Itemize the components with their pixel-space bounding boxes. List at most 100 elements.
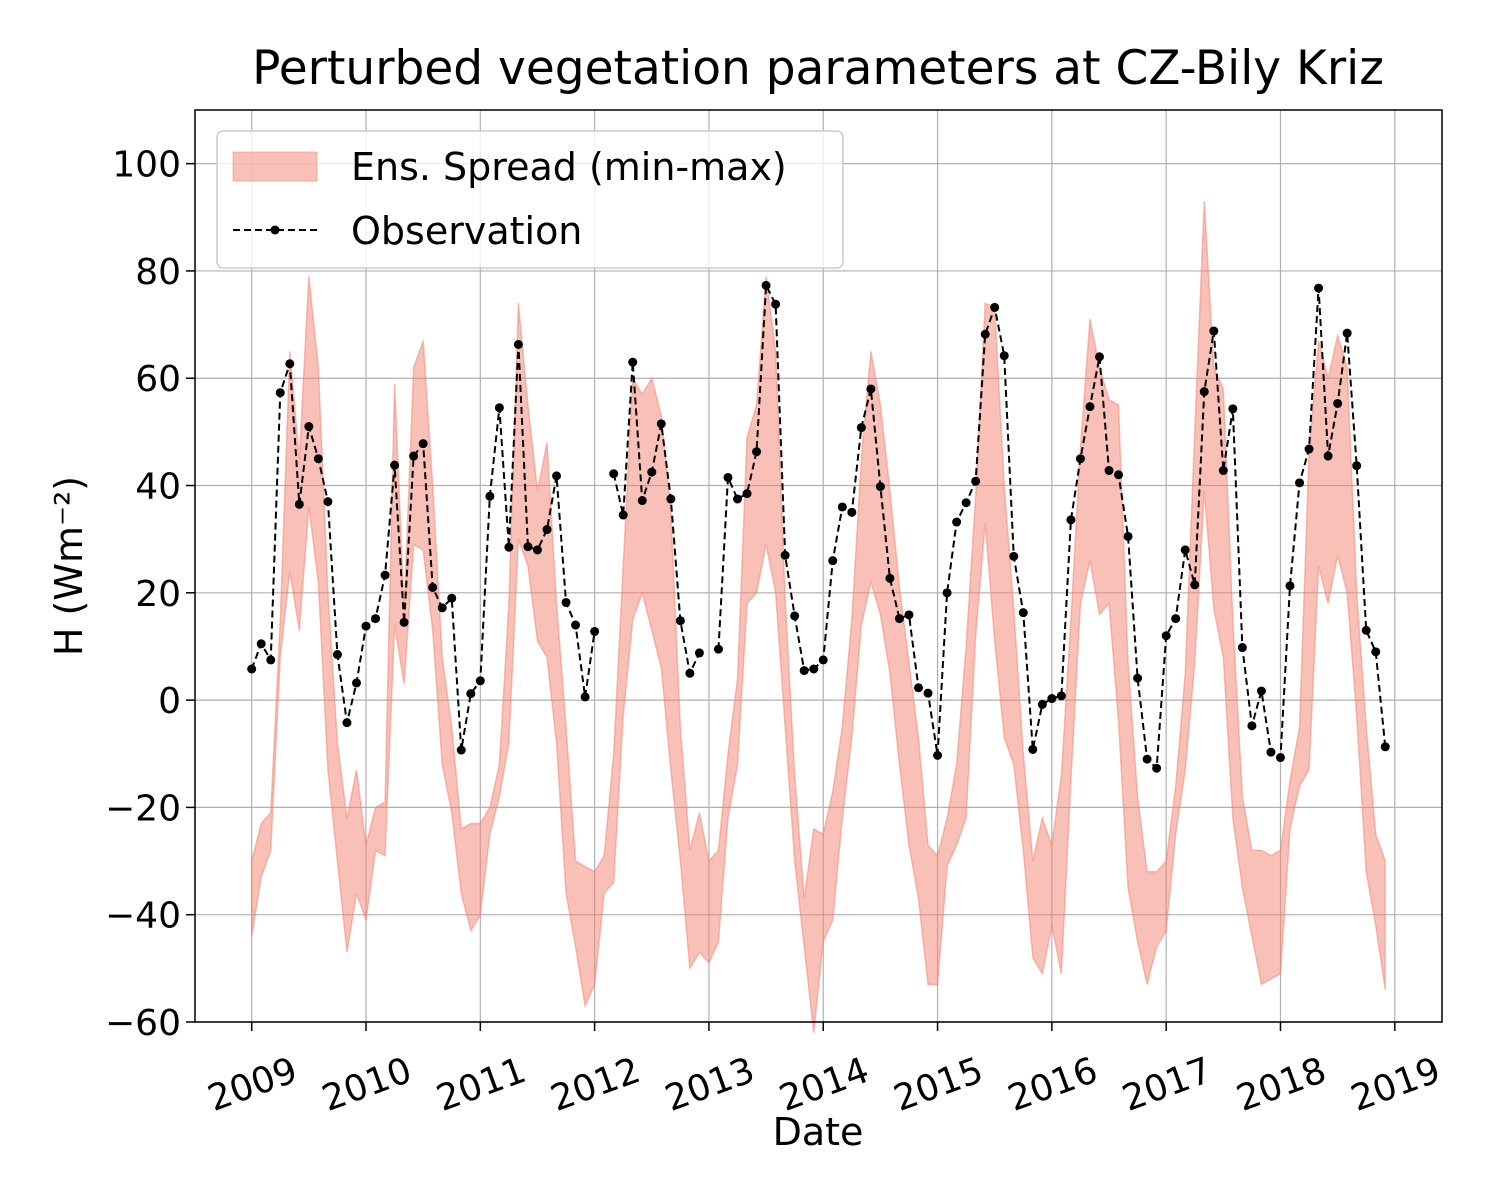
observation-point <box>1371 647 1381 657</box>
observation-point <box>1161 631 1171 641</box>
legend-swatch <box>270 225 280 235</box>
legend-box <box>216 130 844 269</box>
observation-point <box>1304 444 1314 454</box>
observation-point <box>494 403 504 413</box>
observation-point <box>913 683 923 693</box>
observation-point <box>761 280 771 290</box>
y-tick-label: −60 <box>105 1003 181 1044</box>
observation-point <box>647 467 657 477</box>
observation-point <box>799 666 809 676</box>
x-tick-label: 2011 <box>431 1050 531 1120</box>
observation-point <box>513 339 523 349</box>
observation-point <box>456 745 466 755</box>
x-tick-label: 2015 <box>889 1050 989 1120</box>
x-tick-label: 2013 <box>660 1050 760 1120</box>
observation-point <box>532 545 542 555</box>
legend-label: Observation <box>351 209 582 253</box>
observation-point <box>971 476 981 486</box>
observation-point <box>618 510 628 520</box>
observation-point <box>247 664 257 674</box>
observation-point <box>837 502 847 512</box>
legend-swatch <box>232 151 318 182</box>
observation-point <box>590 626 600 636</box>
observation-point <box>475 676 485 686</box>
observation-point <box>1333 398 1343 408</box>
observation-point <box>609 469 619 479</box>
observation-point <box>1009 551 1019 561</box>
observation-point <box>675 616 685 626</box>
observation-point <box>580 692 590 702</box>
observation-point <box>752 447 762 457</box>
observation-point <box>437 603 447 613</box>
x-tick-label: 2017 <box>1117 1050 1217 1120</box>
observation-point <box>523 542 533 552</box>
y-axis-label: H (Wm⁻²) <box>47 476 91 656</box>
observation-point <box>1275 753 1285 763</box>
observation-point <box>552 471 562 481</box>
observation-point <box>275 388 285 398</box>
x-tick-label: 2012 <box>546 1050 646 1120</box>
y-tick-label: 40 <box>135 467 181 508</box>
observation-point <box>694 648 704 658</box>
observation-point <box>1209 326 1219 336</box>
observation-point <box>1152 763 1162 773</box>
observation-point <box>351 678 361 688</box>
observation-point <box>1171 614 1181 624</box>
x-tick-label: 2019 <box>1346 1050 1446 1120</box>
observation-point <box>685 668 695 678</box>
observation-point <box>380 570 390 580</box>
observation-point <box>637 496 647 506</box>
observation-point <box>1256 686 1266 696</box>
observation-point <box>1190 580 1200 590</box>
observation-point <box>428 582 438 592</box>
observation-point <box>294 499 304 509</box>
observation-point <box>1352 461 1362 471</box>
observation-point <box>1323 451 1333 461</box>
observation-point <box>1342 328 1352 338</box>
observation-point <box>1123 531 1133 541</box>
observation-point <box>856 423 866 433</box>
observation-point <box>332 650 342 660</box>
observation-point <box>933 750 943 760</box>
observation-point <box>942 588 952 598</box>
observation-point <box>1085 402 1095 412</box>
observation-point <box>809 664 819 674</box>
observation-point <box>666 494 676 504</box>
observation-point <box>999 351 1009 361</box>
legend-label: Ens. Spread (min-max) <box>351 145 787 189</box>
observation-point <box>980 329 990 339</box>
observation-point <box>1075 454 1085 464</box>
observation-point <box>961 498 971 508</box>
observation-point <box>952 517 962 527</box>
observation-point <box>1094 352 1104 362</box>
y-tick-label: 80 <box>135 252 181 293</box>
observation-point <box>504 542 514 552</box>
observation-point <box>733 494 743 504</box>
observation-point <box>390 460 400 470</box>
y-tick-label: −20 <box>105 788 181 829</box>
spread-band <box>250 201 1387 1033</box>
observation-point <box>466 689 476 699</box>
observation-point <box>742 489 752 499</box>
observation-point <box>1285 581 1295 591</box>
observation-point <box>866 384 876 394</box>
observation-point <box>542 525 552 535</box>
x-tick-label: 2010 <box>317 1050 417 1120</box>
observation-point <box>790 611 800 621</box>
observation-point <box>828 556 838 566</box>
observation-point <box>561 597 571 607</box>
observation-point <box>723 472 733 482</box>
observation-point <box>1237 643 1247 653</box>
observation-point <box>1247 721 1257 731</box>
observation-point <box>1056 691 1066 701</box>
observation-point <box>771 299 781 309</box>
observation-point <box>409 451 419 461</box>
y-tick-label: 20 <box>135 574 181 615</box>
observation-point <box>1314 283 1324 293</box>
observation-point <box>1180 545 1190 555</box>
observation-point <box>894 614 904 624</box>
observation-point <box>1114 470 1124 480</box>
observation-point <box>399 617 409 627</box>
observation-point <box>266 655 276 665</box>
